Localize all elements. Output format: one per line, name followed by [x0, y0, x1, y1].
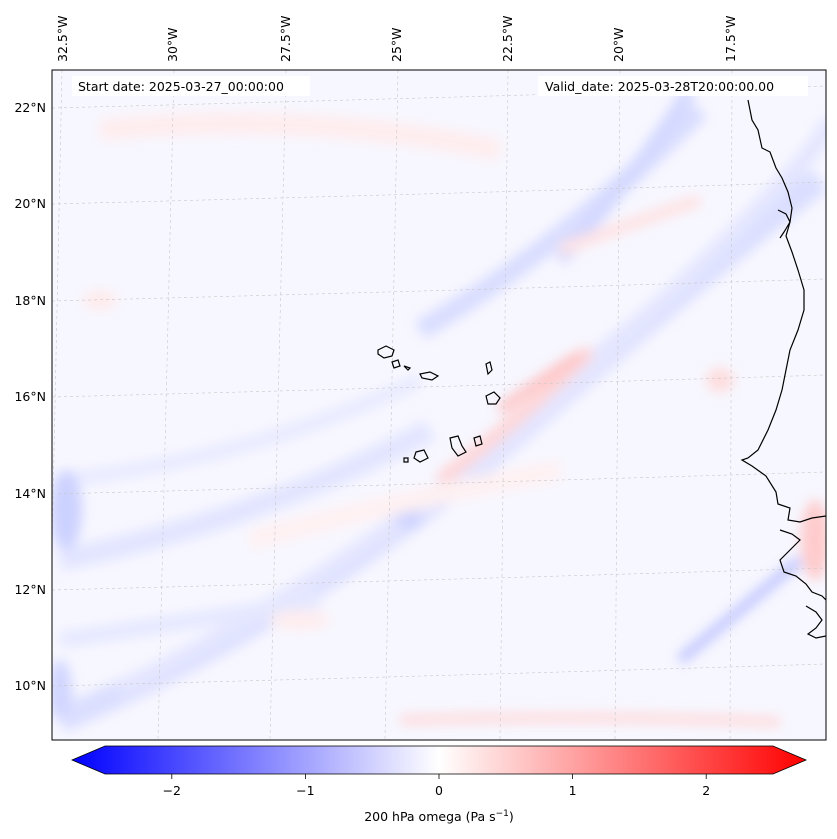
- lat-tick-label: 18°N: [14, 293, 46, 308]
- lat-tick-label: 22°N: [14, 100, 46, 115]
- map-frame: [51, 69, 827, 741]
- lat-tick-label: 12°N: [14, 582, 46, 597]
- colorbar-bar: [70, 745, 808, 775]
- colorbar-tick-label: −2: [163, 783, 181, 798]
- lon-tick-label: 20°W: [611, 27, 626, 62]
- graticule: [52, 70, 826, 740]
- lat-tick-label: 16°N: [14, 389, 46, 404]
- lon-tick-label: 30°W: [165, 27, 180, 62]
- lon-tick-label: 32.5°W: [55, 16, 70, 62]
- lat-tick-label: 10°N: [14, 678, 46, 693]
- lon-tick-label: 25°W: [389, 27, 404, 62]
- lat-tick-labels: 22°N 20°N 18°N 16°N 14°N 12°N 10°N: [14, 100, 46, 693]
- colorbar-tick-label: 0: [435, 783, 443, 798]
- cape-verde-islands: [377, 345, 501, 463]
- colorbar: −2 −1 0 1 2 200 hPa omega (Pa s−1): [70, 745, 808, 824]
- omega-field: [52, 70, 826, 740]
- colorbar-label: 200 hPa omega (Pa s−1): [364, 809, 514, 824]
- lon-tick-label: 22.5°W: [500, 16, 515, 62]
- valid-date-box: [538, 76, 808, 96]
- lon-tick-label: 17.5°W: [723, 16, 738, 62]
- colorbar-tick-label: −1: [296, 783, 314, 798]
- coastline: [740, 99, 826, 639]
- lat-tick-label: 20°N: [14, 196, 46, 211]
- lon-tick-labels: 32.5°W 30°W 27.5°W 25°W 22.5°W 20°W 17.5…: [55, 16, 738, 62]
- start-date-label: Start date: 2025-03-27_00:00:00: [78, 79, 284, 94]
- colorbar-tick-label: 1: [569, 783, 577, 798]
- start-date-box: [72, 76, 310, 96]
- lat-tick-label: 14°N: [14, 486, 46, 501]
- colorbar-ticks: −2 −1 0 1 2: [163, 774, 710, 798]
- lon-tick-label: 27.5°W: [278, 16, 293, 62]
- valid-date-label: Valid_date: 2025-03-28T20:00:00.00: [545, 79, 774, 94]
- colorbar-tick-label: 2: [702, 783, 710, 798]
